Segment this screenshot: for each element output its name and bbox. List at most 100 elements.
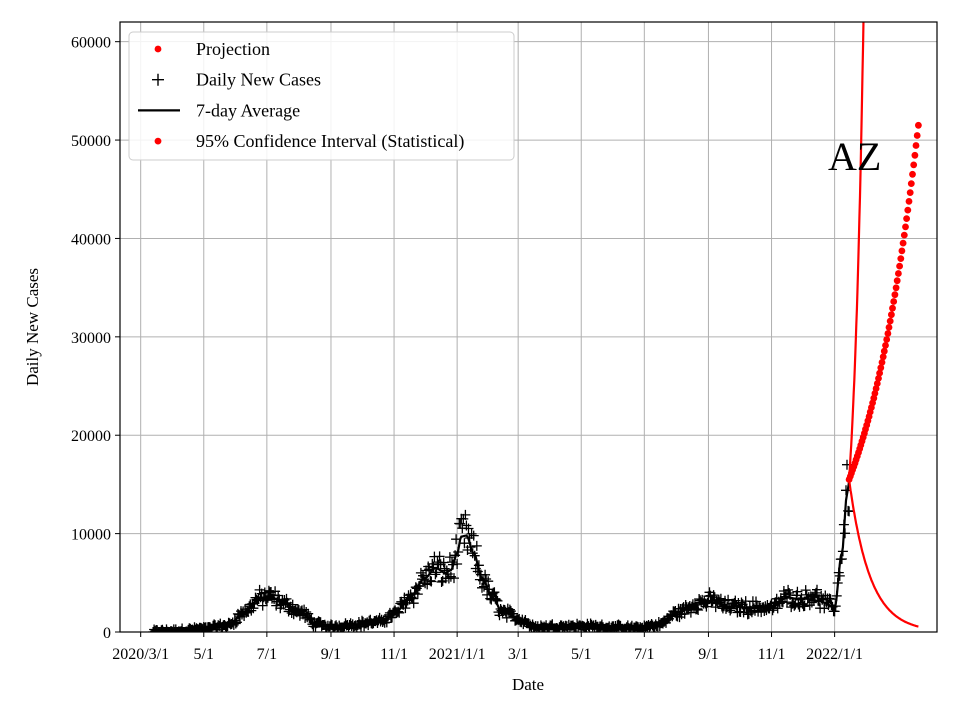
daily-case-marker [154, 627, 165, 632]
daily-case-marker [159, 627, 170, 632]
daily-case-marker [430, 569, 441, 580]
daily-case-marker [501, 612, 512, 623]
daily-case-marker [800, 585, 811, 596]
daily-case-marker [477, 582, 487, 593]
x-tick-label: 11/1 [380, 646, 408, 663]
daily-case-marker [693, 605, 704, 615]
projection-point [891, 291, 899, 299]
y-tick-label: 40000 [71, 231, 111, 248]
y-tick-label: 30000 [71, 330, 111, 347]
legend-label: Projection [196, 39, 270, 59]
daily-case-marker [179, 627, 190, 632]
projection-point [878, 359, 886, 366]
projection-point [915, 121, 922, 129]
projection-series [845, 121, 922, 483]
x-tick-label: 5/1 [194, 646, 214, 663]
daily-case-marker [792, 586, 803, 597]
daily-case-marker [812, 584, 822, 595]
projection-point [883, 336, 891, 343]
legend-entry: 95% Confidence Interval (Statistical) [154, 131, 464, 152]
daily-case-marker [726, 603, 737, 614]
x-tick-label: 2021/1/1 [429, 646, 486, 663]
projection-point [875, 375, 882, 382]
daily-case-marker [789, 600, 800, 611]
projection-point [889, 304, 896, 312]
projection-point [892, 284, 900, 292]
daily-case-marker [463, 523, 474, 534]
daily-case-marker [400, 603, 411, 614]
legend-label: 95% Confidence Interval (Statistical) [196, 131, 464, 152]
daily-case-marker [788, 598, 799, 609]
projection-point [882, 342, 889, 349]
projection-point [885, 324, 893, 331]
daily-case-marker [449, 573, 459, 584]
x-tick-label: 9/1 [321, 646, 341, 663]
daily-case-marker [460, 509, 471, 520]
daily-case-marker [281, 593, 292, 604]
legend-plus-marker [152, 73, 164, 86]
legend-dot-marker [154, 45, 162, 53]
daily-case-marker [420, 578, 431, 589]
projection-point [906, 189, 914, 197]
y-axis-label: Daily New Cases [23, 268, 42, 386]
daily-case-marker [806, 597, 817, 608]
projection-point [880, 347, 888, 355]
plot-frame [119, 21, 938, 633]
daily-case-marker [271, 600, 282, 611]
plot-area [148, 22, 922, 632]
daily-case-marker [480, 569, 491, 580]
projection-point [877, 364, 885, 372]
projection-point [898, 247, 906, 255]
legend-box [128, 31, 515, 161]
projection-point [899, 239, 907, 247]
legend-label: 7-day Average [196, 100, 300, 120]
daily-case-marker [799, 601, 810, 611]
x-tick-label: 2020/3/1 [112, 646, 169, 663]
daily-case-marker [425, 575, 436, 586]
daily-case-marker [708, 590, 719, 601]
x-tick-label: 9/1 [698, 646, 718, 663]
daily-case-marker [167, 627, 178, 632]
y-tick-label: 50000 [71, 133, 111, 150]
x-tick-label: 2022/1/1 [806, 646, 863, 663]
daily-case-marker [153, 627, 164, 632]
projection-point [912, 142, 920, 149]
daily-case-marker [164, 627, 175, 632]
x-axis-ticks: 2020/3/1 5/1 7/1 9/1 11/1 2021/1/1 3/1 5/1 7/1 9/… [112, 632, 863, 663]
daily-case-marker [257, 600, 268, 611]
daily-case-marker [489, 587, 500, 598]
projection-point [890, 298, 898, 305]
legend-label: Daily New Cases [196, 70, 321, 90]
ci-lower-line [848, 479, 919, 628]
seven-day-average-line [151, 481, 851, 632]
projection-point [888, 311, 895, 319]
daily-case-marker [178, 627, 189, 632]
daily-case-marker [471, 540, 482, 551]
x-axis-label: Date [512, 675, 544, 694]
daily-case-marker [468, 530, 479, 541]
x-tick-label: 5/1 [571, 646, 591, 663]
daily-case-marker [171, 627, 182, 632]
daily-case-marker [784, 588, 795, 598]
y-axis-ticks: 0 10000 20000 30000 40000 50000 60000 [71, 35, 120, 642]
projection-point [910, 161, 918, 169]
daily-case-marker [466, 528, 477, 539]
y-tick-label: 60000 [71, 35, 111, 52]
daily-case-marker [825, 594, 836, 605]
x-tick-label: 11/1 [758, 646, 786, 663]
daily-case-marker [148, 627, 159, 632]
legend: Projection Daily New Cases 7-day Average 95… [128, 31, 515, 161]
projection-point [905, 198, 913, 205]
projection-point [902, 223, 909, 231]
projection-point [897, 255, 905, 262]
ci-upper-line [848, 22, 865, 480]
daily-case-marker [408, 598, 419, 609]
projection-point [879, 353, 887, 361]
projection-point [900, 231, 908, 239]
projection-point [893, 277, 901, 285]
projection-point [884, 330, 892, 337]
projection-point [876, 369, 883, 377]
projection-point [913, 132, 921, 139]
projection-point [911, 151, 919, 159]
